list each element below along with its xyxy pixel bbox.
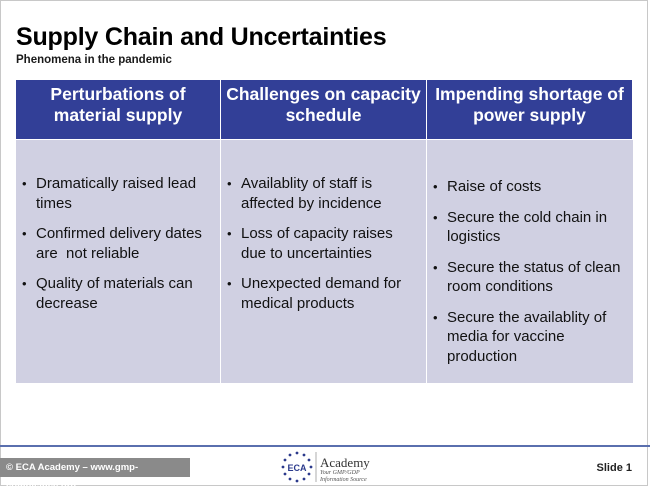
column-header-material-supply: Perturbations of material supply xyxy=(16,80,221,139)
bullet-list: • Dramatically raised lead times • Confirm… xyxy=(22,174,212,313)
list-item: • Secure the cold chain in logistics xyxy=(433,208,625,247)
eca-logo-icon: ECA xyxy=(281,451,317,483)
column-header-capacity-schedule: Challenges on capacity schedule xyxy=(221,80,427,139)
bullet-list: • Availablity of staff is affected by inc… xyxy=(227,174,418,313)
list-item: • Raise of costs xyxy=(433,177,625,197)
bullet-icon: • xyxy=(433,309,438,325)
logo-tagline: Your GMP/GDP Information Source xyxy=(320,470,367,483)
logo-initials: ECA xyxy=(287,463,307,473)
list-item: • Confirmed delivery dates are not reliab… xyxy=(22,224,212,263)
list-item-text: Unexpected demand for medical products xyxy=(241,275,402,312)
bullet-icon: • xyxy=(22,176,27,191)
list-item-text: Secure the availablity of media for vacc… xyxy=(447,308,607,365)
list-item: • Secure the status of clean room conditi… xyxy=(433,258,625,297)
footer-copyright: © ECA Academy – www.gmp-compliance.org xyxy=(0,458,190,492)
bullet-icon: • xyxy=(227,226,232,241)
column-body-material-supply: • Dramatically raised lead times • Confirm… xyxy=(16,139,221,383)
column-body-power-supply: • Raise of costs • Secure the cold chain i… xyxy=(427,139,633,383)
list-item-text: Secure the cold chain in logistics xyxy=(447,208,608,246)
list-item: • Loss of capacity raises due to uncertai… xyxy=(227,224,418,263)
slide-number: Slide 1 xyxy=(596,462,632,474)
bullet-icon: • xyxy=(433,259,438,275)
bullet-icon: • xyxy=(433,209,438,225)
column-body-capacity-schedule: • Availablity of staff is affected by inc… xyxy=(221,139,427,383)
list-item: • Quality of materials can decrease xyxy=(22,274,212,313)
slide-frame xyxy=(0,0,648,486)
column-header-power-supply: Impending shortage of power supply xyxy=(427,80,633,139)
slide-subtitle: Phenomena in the pandemic xyxy=(16,54,172,66)
list-item: • Dramatically raised lead times xyxy=(22,174,212,213)
list-item-text: Confirmed delivery dates are not reliabl… xyxy=(36,225,211,262)
list-item: • Unexpected demand for medical products xyxy=(227,274,418,313)
list-item: • Availablity of staff is affected by inc… xyxy=(227,174,418,213)
bullet-icon: • xyxy=(227,176,232,191)
bullet-icon: • xyxy=(22,226,27,241)
content-table: Perturbations of material supply Challen… xyxy=(16,80,633,383)
list-item-text: Loss of capacity raises due to uncertain… xyxy=(241,225,393,262)
list-item-text: Quality of materials can decrease xyxy=(36,275,193,312)
logo-text: Academy xyxy=(320,455,370,470)
footer-divider xyxy=(0,445,650,447)
bullet-list: • Raise of costs • Secure the cold chain i… xyxy=(433,177,625,366)
list-item-text: Raise of costs xyxy=(447,178,542,195)
list-item-text: Dramatically raised lead times xyxy=(36,175,197,212)
bullet-icon: • xyxy=(227,276,232,291)
slide-title: Supply Chain and Uncertainties xyxy=(16,23,387,51)
list-item: • Secure the availablity of media for vac… xyxy=(433,308,625,367)
bullet-icon: • xyxy=(22,276,27,291)
bullet-icon: • xyxy=(433,179,438,194)
list-item-text: Secure the status of clean room conditio… xyxy=(447,258,621,296)
list-item-text: Availablity of staff is affected by inci… xyxy=(241,175,382,212)
